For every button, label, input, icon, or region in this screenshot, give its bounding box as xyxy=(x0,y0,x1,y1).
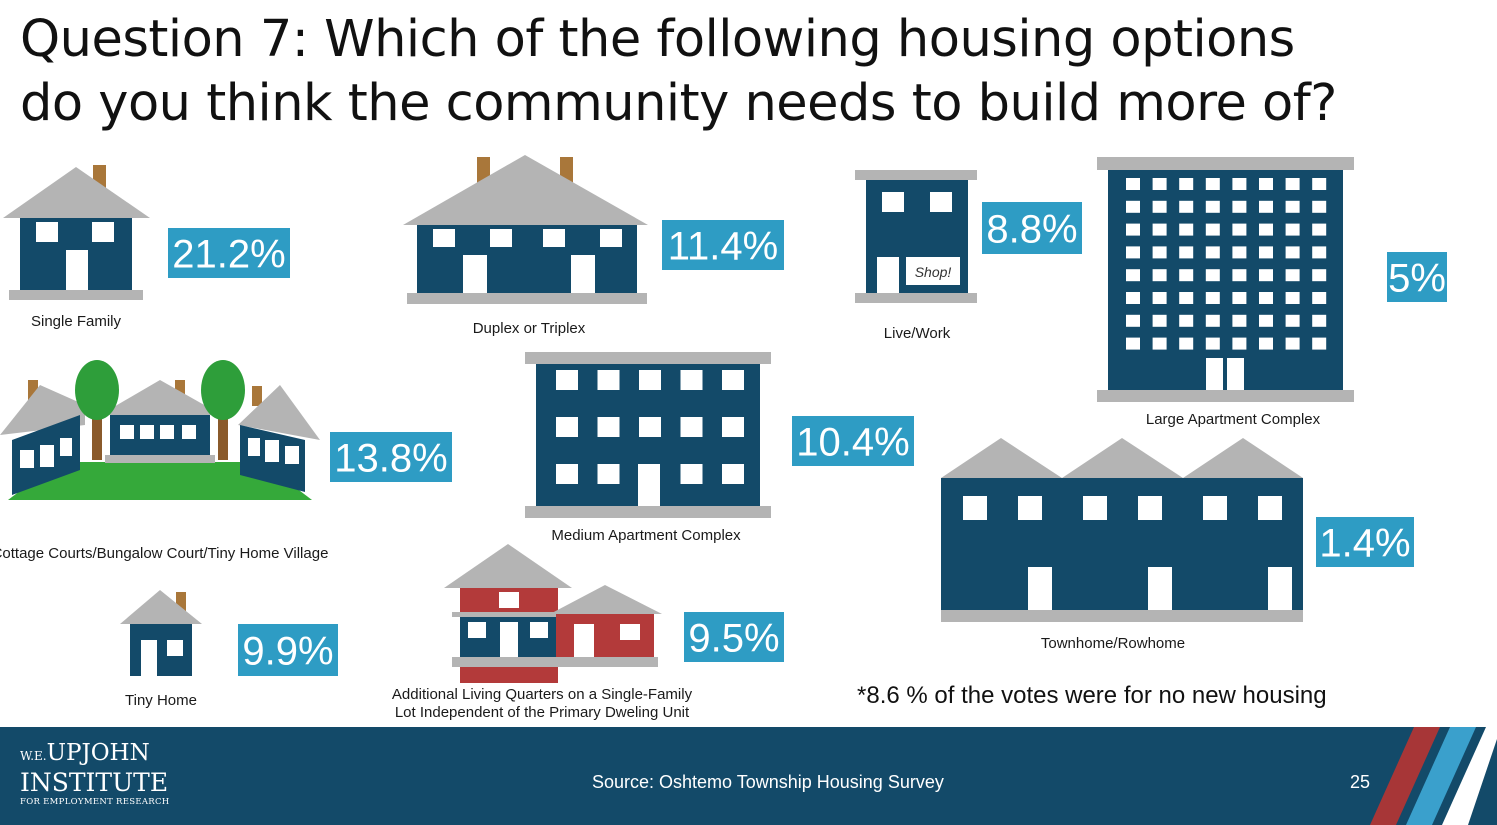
accessory-dwelling-unit-icon xyxy=(444,544,662,683)
category-label-large-apartment: Large Apartment Complex xyxy=(1146,411,1321,428)
category-labels: Single Family Duplex or Triplex Live/Work L… xyxy=(0,313,1321,721)
badge-additional-living-quarters xyxy=(684,612,784,662)
single-family-house-icon xyxy=(3,165,150,300)
large-apartment-building-icon xyxy=(1097,157,1354,402)
housing-infographic: Shop! xyxy=(0,155,1447,721)
tiny-home-icon xyxy=(120,590,202,676)
category-label-cottage-court: Cottage Courts/Bungalow Court/Tiny Home … xyxy=(0,545,328,562)
badge-tiny-home xyxy=(238,624,338,676)
badge-medium-apartment xyxy=(792,416,914,466)
source-note: Source: Oshtemo Township Housing Survey xyxy=(592,772,944,792)
category-label-live-work: Live/Work xyxy=(884,325,951,342)
category-label-additional-living-quarters-line1: Additional Living Quarters on a Single-F… xyxy=(392,686,693,703)
duplex-house-icon xyxy=(403,155,648,304)
value-label-additional-living-quarters: 9.5% xyxy=(688,616,779,660)
cottage-court-village-icon xyxy=(0,360,320,500)
category-label-medium-apartment: Medium Apartment Complex xyxy=(551,527,741,544)
live-work-building-icon: Shop! xyxy=(855,170,977,303)
category-label-single-family: Single Family xyxy=(31,313,122,330)
value-label-tiny-home: 9.9% xyxy=(242,629,333,673)
badge-duplex-triplex xyxy=(662,220,784,270)
value-label-live-work: 8.8% xyxy=(986,207,1077,251)
value-badges: 21.2% 11.4% 8.8% 5% 13.8% 10.4% 1.4% 9.9% 9.5% xyxy=(168,202,1447,676)
logo-we: W.E. xyxy=(20,749,47,763)
category-label-tiny-home: Tiny Home xyxy=(125,692,197,709)
page-title: Question 7: Which of the following housi… xyxy=(20,8,1480,136)
page-number: 25 xyxy=(1350,772,1371,792)
upjohn-institute-logo: W.E.UPJOHN INSTITUTE FOR EMPLOYMENT RESE… xyxy=(20,740,170,807)
logo-upjohn: UPJOHN xyxy=(46,740,150,766)
townhome-rowhouse-icon xyxy=(941,438,1303,622)
logo-institute: INSTITUTE xyxy=(20,768,169,797)
badge-townhome xyxy=(1316,517,1414,567)
badge-large-apartment xyxy=(1387,252,1447,302)
badge-live-work xyxy=(982,202,1082,254)
category-label-townhome: Townhome/Rowhome xyxy=(1041,635,1185,652)
medium-apartment-building-icon xyxy=(525,352,771,518)
badge-cottage-court xyxy=(330,432,452,482)
value-label-cottage-court: 13.8% xyxy=(334,436,447,480)
value-label-townhome: 1.4% xyxy=(1319,521,1410,565)
category-label-duplex-triplex: Duplex or Triplex xyxy=(473,320,586,337)
title-line-2: do you think the community needs to buil… xyxy=(20,74,1337,133)
value-label-single-family: 21.2% xyxy=(172,232,285,276)
badge-single-family xyxy=(168,228,290,278)
value-label-duplex-triplex: 11.4% xyxy=(668,224,778,268)
decorative-stripes-icon xyxy=(1370,727,1497,825)
shop-sign: Shop! xyxy=(915,264,952,280)
title-line-1: Question 7: Which of the following housi… xyxy=(20,10,1295,69)
footnote-no-new-housing: *8.6 % of the votes were for no new hous… xyxy=(857,682,1327,709)
value-label-large-apartment: 5% xyxy=(1388,256,1446,300)
footer-bar: W.E.UPJOHN INSTITUTE FOR EMPLOYMENT RESE… xyxy=(0,727,1497,825)
logo-tagline: FOR EMPLOYMENT RESEARCH xyxy=(20,797,170,807)
category-label-additional-living-quarters-line2: Lot Independent of the Primary Dweling U… xyxy=(395,704,690,721)
value-label-medium-apartment: 10.4% xyxy=(796,420,909,464)
